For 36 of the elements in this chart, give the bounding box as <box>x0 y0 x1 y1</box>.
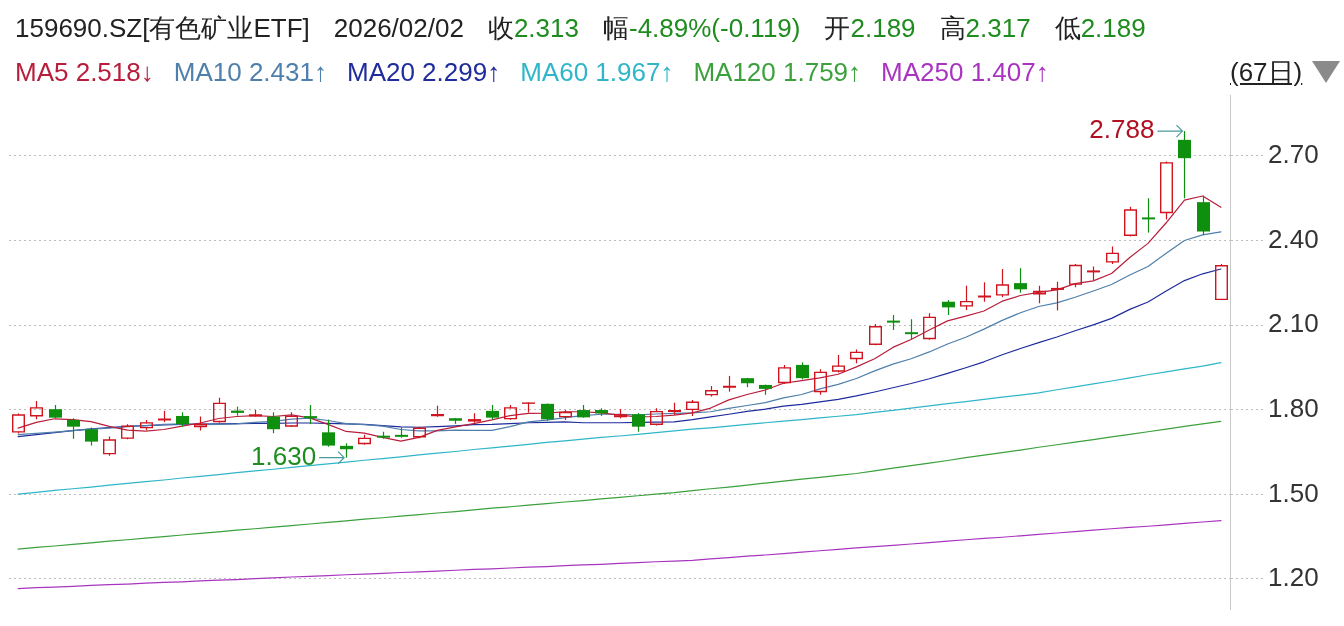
text: MA10 2.431↑ <box>173 56 327 88</box>
y-tick-label: 2.40 <box>1268 223 1319 254</box>
text: MA20 2.299↑ <box>346 56 501 88</box>
y-tick-label: 1.50 <box>1268 477 1319 508</box>
text: (67日) <box>1230 56 1303 88</box>
text: 收2.313 <box>487 13 579 43</box>
candlestick <box>322 419 335 448</box>
text: MA120 1.759↑ <box>693 56 862 88</box>
candlestick <box>905 318 918 340</box>
text: 低2.189 <box>1054 13 1146 43</box>
text: 高2.317 <box>939 13 1031 43</box>
chart-title: 159690.SZ[有色矿业ETF] <box>15 12 310 44</box>
candlestick <box>960 285 973 311</box>
candlestick <box>267 411 280 434</box>
y-tick-label: 2.70 <box>1268 139 1319 170</box>
candlestick <box>85 426 98 447</box>
text: MA60 1.967↑ <box>520 56 674 88</box>
candlestick <box>1178 130 1191 199</box>
candlestick <box>1051 281 1064 312</box>
candlestick <box>304 404 317 425</box>
text: 幅-4.89%(-0.119) <box>602 13 801 43</box>
annotation: 2.788 <box>1089 114 1155 145</box>
candlestick <box>978 281 991 303</box>
text: MA5 2.518↓ <box>15 56 154 88</box>
annotation: 1.630 <box>251 440 317 471</box>
candlestick <box>996 268 1009 298</box>
candlestick <box>1142 197 1155 234</box>
y-tick-label: 1.80 <box>1268 392 1319 423</box>
text: 2026/02/02 <box>333 12 464 44</box>
y-tick-label: 1.20 <box>1268 562 1319 593</box>
candlestick <box>632 412 645 433</box>
text: MA250 1.407↑ <box>881 56 1049 88</box>
text: 开2.189 <box>824 13 916 43</box>
candlestick <box>1014 267 1027 294</box>
y-tick-label: 2.10 <box>1268 308 1319 339</box>
candlestick <box>67 417 80 440</box>
